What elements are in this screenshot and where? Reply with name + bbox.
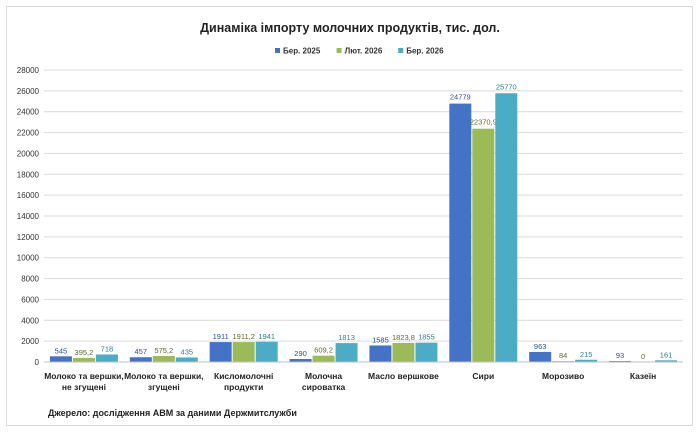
chart-title: Динаміка імпорту молочних продуктів, тис… bbox=[200, 21, 500, 35]
y-tick-label-10: 20000 bbox=[17, 149, 40, 158]
legend-swatch-0 bbox=[275, 48, 280, 53]
x-category-label-3-0: Молочна bbox=[305, 371, 342, 381]
data-label-7-0: 93 bbox=[616, 351, 624, 360]
x-category-label-5-0: Сири bbox=[472, 371, 494, 381]
x-category-label-1-0: Молоко та вершки, bbox=[124, 371, 203, 381]
bar-2-1 bbox=[232, 342, 255, 362]
bar-6-0 bbox=[529, 351, 552, 362]
bar-1-1 bbox=[152, 356, 175, 362]
legend-swatch-1 bbox=[336, 48, 342, 53]
data-label-2-0: 1911 bbox=[213, 332, 229, 341]
data-label-7-1: 0 bbox=[641, 352, 645, 361]
data-label-3-0: 290 bbox=[294, 349, 307, 358]
x-category-label-7-0: Казеїн bbox=[630, 371, 657, 381]
y-tick-label-6: 12000 bbox=[17, 233, 40, 242]
bar-0-1 bbox=[72, 357, 95, 362]
data-label-0-1: 395,2 bbox=[75, 348, 94, 357]
y-tick-label-2: 4000 bbox=[21, 316, 39, 325]
y-tick-label-9: 18000 bbox=[17, 170, 40, 179]
data-label-5-2: 25770 bbox=[496, 82, 517, 91]
bar-4-0 bbox=[369, 345, 392, 362]
data-label-0-2: 718 bbox=[101, 345, 114, 354]
y-tick-label-11: 22000 bbox=[17, 129, 40, 138]
y-tick-label-0: 0 bbox=[35, 358, 40, 367]
data-label-0-0: 545 bbox=[55, 346, 68, 355]
y-tick-label-3: 6000 bbox=[21, 295, 39, 304]
legend-label-2: Бер. 2026 bbox=[406, 47, 444, 56]
data-label-5-0: 24779 bbox=[450, 93, 471, 102]
bar-4-1 bbox=[392, 342, 415, 362]
data-label-2-1: 1911,2 bbox=[232, 332, 254, 341]
data-label-7-2: 161 bbox=[660, 350, 673, 359]
x-category-label-6-0: Морозиво bbox=[542, 371, 584, 381]
data-label-3-1: 609,2 bbox=[314, 346, 333, 355]
data-label-6-1: 84 bbox=[559, 351, 567, 360]
x-category-label-3-1: сироватка bbox=[302, 382, 346, 392]
bar-5-0 bbox=[449, 103, 472, 363]
legend-label-1: Лют. 2026 bbox=[345, 47, 383, 56]
y-tick-label-8: 16000 bbox=[17, 191, 40, 200]
bar-5-1 bbox=[472, 128, 495, 362]
data-label-3-2: 1813 bbox=[338, 333, 355, 342]
data-label-1-2: 435 bbox=[181, 347, 194, 356]
data-label-1-0: 457 bbox=[135, 347, 148, 356]
bar-7-2 bbox=[655, 360, 678, 362]
data-label-4-2: 1855 bbox=[418, 333, 435, 342]
data-label-2-2: 1941 bbox=[258, 332, 275, 341]
data-label-6-0: 963 bbox=[534, 342, 547, 351]
x-category-label-4-0: Масло вершкове bbox=[368, 371, 439, 381]
y-tick-label-13: 26000 bbox=[17, 87, 40, 96]
bar-0-0 bbox=[49, 356, 72, 362]
x-category-label-0-1: не згущені bbox=[62, 382, 106, 392]
chart-source: Джерело: дослідження АВМ за даними Держм… bbox=[48, 408, 297, 418]
y-tick-label-4: 8000 bbox=[21, 275, 39, 284]
bar-3-0 bbox=[289, 358, 312, 362]
data-label-1-1: 575,2 bbox=[154, 346, 173, 355]
bar-3-2 bbox=[335, 343, 358, 362]
y-tick-label-5: 10000 bbox=[17, 254, 40, 263]
x-category-label-1-1: згущені bbox=[148, 382, 180, 392]
x-category-label-0-0: Молоко та вершки, bbox=[44, 371, 123, 381]
bar-3-1 bbox=[312, 355, 335, 362]
bar-5-2 bbox=[495, 93, 518, 363]
x-category-label-2-0: Кисломолочні bbox=[214, 371, 273, 381]
y-tick-label-12: 24000 bbox=[17, 108, 40, 117]
bar-2-0 bbox=[209, 342, 232, 362]
data-label-4-1: 1823,8 bbox=[392, 333, 415, 342]
x-category-label-2-1: продукти bbox=[224, 382, 263, 392]
data-label-5-1: 22370,9 bbox=[470, 118, 497, 127]
bar-2-2 bbox=[255, 341, 278, 362]
legend-swatch-2 bbox=[398, 48, 404, 53]
bar-4-2 bbox=[415, 342, 438, 362]
bar-0-2 bbox=[95, 354, 118, 362]
legend-label-0: Бер. 2025 bbox=[283, 47, 321, 56]
bar-1-2 bbox=[175, 357, 198, 362]
y-tick-label-7: 14000 bbox=[17, 212, 40, 221]
data-label-4-0: 1585 bbox=[372, 335, 389, 344]
data-label-6-2: 215 bbox=[580, 350, 593, 359]
bar-1-0 bbox=[129, 357, 152, 362]
y-tick-label-14: 28000 bbox=[17, 66, 40, 75]
bar-6-2 bbox=[575, 359, 598, 362]
y-tick-label-1: 2000 bbox=[21, 337, 39, 346]
